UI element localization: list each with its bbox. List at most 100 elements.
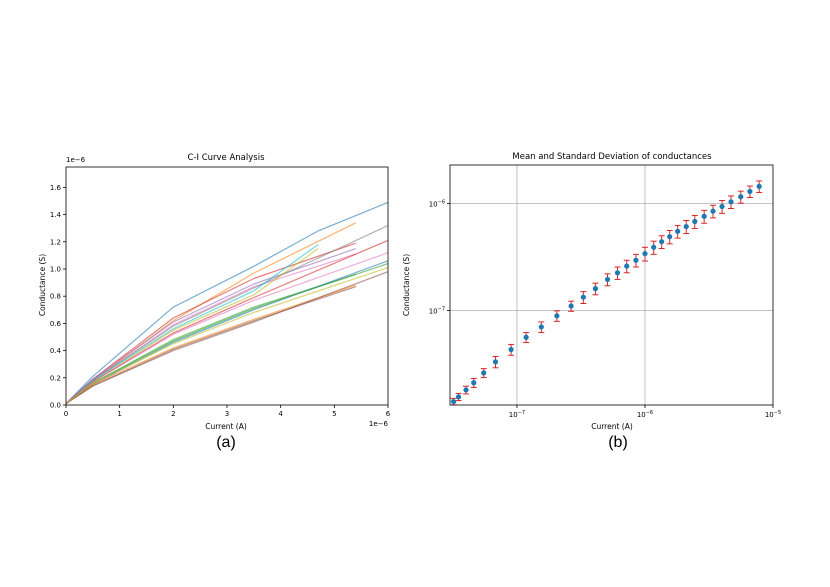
panel-a-x-tick-label: 6: [386, 410, 391, 418]
panel-b-grid: [450, 165, 773, 405]
panel-b-mean-marker: [614, 270, 621, 276]
panel-b-data-point-9: [538, 321, 545, 334]
panel-a-y-label: Conductance (S): [38, 254, 47, 316]
panel-a-y-ticks: 0.0 0.2 0.4 0.6 0.8 1.0 1.2 1.4 1.6: [50, 184, 66, 410]
panel-b-data-point-4: [470, 378, 477, 388]
panel-a-y-tick-label: 0.0: [50, 402, 61, 410]
panel-a-series-line-15: [65, 271, 389, 405]
panel-b-mean-marker: [710, 208, 716, 214]
panel-a-series-line-13: [65, 263, 389, 405]
panel-a-x-tick-label: 2: [171, 410, 175, 418]
panel-b-y-ticks: 10−7 10−6: [429, 200, 450, 315]
panel-a-series-line-4: [65, 242, 356, 405]
panel-b-mean-std-chart: Mean and Standard Deviation of conductan…: [402, 152, 781, 451]
panel-b-mean-marker: [683, 223, 689, 230]
panel-b-mean-marker: [738, 194, 744, 200]
panel-a-y-tick-label: 0.2: [50, 374, 61, 382]
panel-b-mean-marker: [508, 346, 514, 353]
panel-a-series-line-10: [65, 244, 319, 405]
panel-b-mean-marker: [450, 398, 457, 405]
panel-b-mean-marker: [728, 199, 734, 205]
panel-b-data-point-24: [691, 214, 698, 229]
panel-a-series-line-1: [65, 201, 389, 405]
panel-b-data-point-19: [650, 240, 657, 255]
panel-b-mean-marker: [604, 276, 611, 283]
panel-a-y-offset-label: 1e−6: [66, 156, 86, 164]
panel-b-mean-marker: [747, 188, 753, 195]
panel-b-data-point-12: [580, 291, 587, 305]
panel-b-data-point-3: [462, 385, 469, 395]
panel-b-data-point-23: [683, 219, 690, 235]
panel-b-mean-marker: [538, 324, 544, 330]
panel-b-data-point-21: [666, 230, 673, 245]
panel-b-data-point-30: [746, 185, 753, 199]
panel-b-mean-marker: [756, 183, 762, 189]
panel-b-x-tick-label: 10−6: [637, 410, 653, 419]
panel-a-series-line-3: [65, 273, 356, 405]
panel-b-title: Mean and Standard Deviation of conductan…: [512, 152, 712, 162]
panel-b-mean-marker: [651, 244, 657, 250]
panel-b-mean-marker: [580, 294, 586, 300]
panel-b-data-point-2: [455, 392, 462, 402]
panel-a-x-ticks: 0 1 2 3 4 5 6: [64, 405, 391, 418]
panel-b-y-tick-label: 10−6: [429, 200, 445, 209]
panel-b-data-point-28: [728, 195, 735, 210]
panel-a-x-tick-label: 4: [278, 410, 283, 418]
panel-a-series-line-16: [65, 252, 389, 405]
panel-b-data-point-25: [701, 209, 708, 224]
panel-b-mean-marker: [568, 303, 574, 309]
panel-a-series-line-12: [65, 284, 356, 405]
panel-b-x-label: Current (A): [591, 422, 633, 431]
panel-b-plot-frame: [449, 164, 774, 406]
panel-b-mean-marker: [624, 263, 630, 269]
panel-b-mean-marker: [692, 218, 698, 225]
panel-b-mean-marker: [719, 203, 725, 210]
panel-a-series-line-11: [65, 260, 389, 405]
panel-b-data-point-16: [623, 259, 630, 274]
panel-a-y-tick-label: 0.6: [50, 320, 62, 328]
panel-b-data-points: [450, 180, 763, 406]
panel-b-data-point-14: [604, 273, 611, 287]
panel-b-data-point-31: [756, 180, 763, 194]
panel-a-y-tick-label: 0.8: [50, 293, 61, 301]
panel-b-data-point-22: [674, 224, 681, 239]
panel-b-data-point-15: [614, 266, 621, 280]
panel-b-x-tick-label: 10−5: [765, 410, 781, 419]
panel-a-x-tick-label: 1: [117, 410, 121, 418]
panel-b-data-point-17: [632, 253, 639, 268]
panel-a-plot-frame: [65, 166, 389, 406]
panel-b-mean-marker: [633, 257, 639, 263]
panel-b-mean-marker: [675, 228, 681, 234]
panel-b-mean-marker: [642, 251, 648, 257]
panel-b-mean-marker: [659, 239, 665, 245]
panel-a-title: C-I Curve Analysis: [187, 153, 265, 163]
panel-a-label: (a): [216, 434, 236, 451]
panel-b-data-point-13: [592, 282, 599, 296]
panel-b-x-ticks: 10−7 10−6 10−5: [509, 405, 781, 419]
panel-b-mean-marker: [592, 285, 598, 292]
panel-a-x-tick-label: 5: [332, 410, 336, 418]
panel-b-mean-marker: [471, 380, 477, 386]
panel-a-x-tick-label: 3: [225, 410, 229, 418]
panel-a-series-line-17: [65, 267, 389, 405]
panel-b-data-point-18: [641, 246, 648, 262]
panel-b-mean-marker: [463, 387, 469, 393]
panel-b-data-point-10: [553, 310, 560, 322]
panel-b-mean-marker: [667, 234, 673, 240]
panel-b-data-point-1: [450, 397, 457, 406]
panel-a-x-tick-label: 0: [64, 410, 68, 418]
panel-b-data-point-7: [508, 343, 515, 356]
panel-a-x-label: Current (A): [205, 422, 247, 431]
panel-b-mean-marker: [492, 359, 499, 365]
panel-b-x-tick-label: 10−7: [509, 410, 525, 419]
panel-b-data-point-20: [658, 235, 665, 249]
panel-b-mean-marker: [554, 313, 560, 319]
panel-a-ci-curve-chart: C-I Curve Analysis 1e−6 1e−6 Current (A)…: [38, 153, 391, 451]
panel-a-y-tick-label: 1.0: [50, 266, 61, 274]
panel-b-mean-marker: [701, 213, 707, 219]
panel-b-data-point-26: [710, 204, 717, 219]
panel-a-series-line-14: [65, 239, 389, 405]
panel-b-data-point-5: [480, 368, 487, 379]
panel-a-y-tick-label: 0.4: [50, 347, 62, 355]
